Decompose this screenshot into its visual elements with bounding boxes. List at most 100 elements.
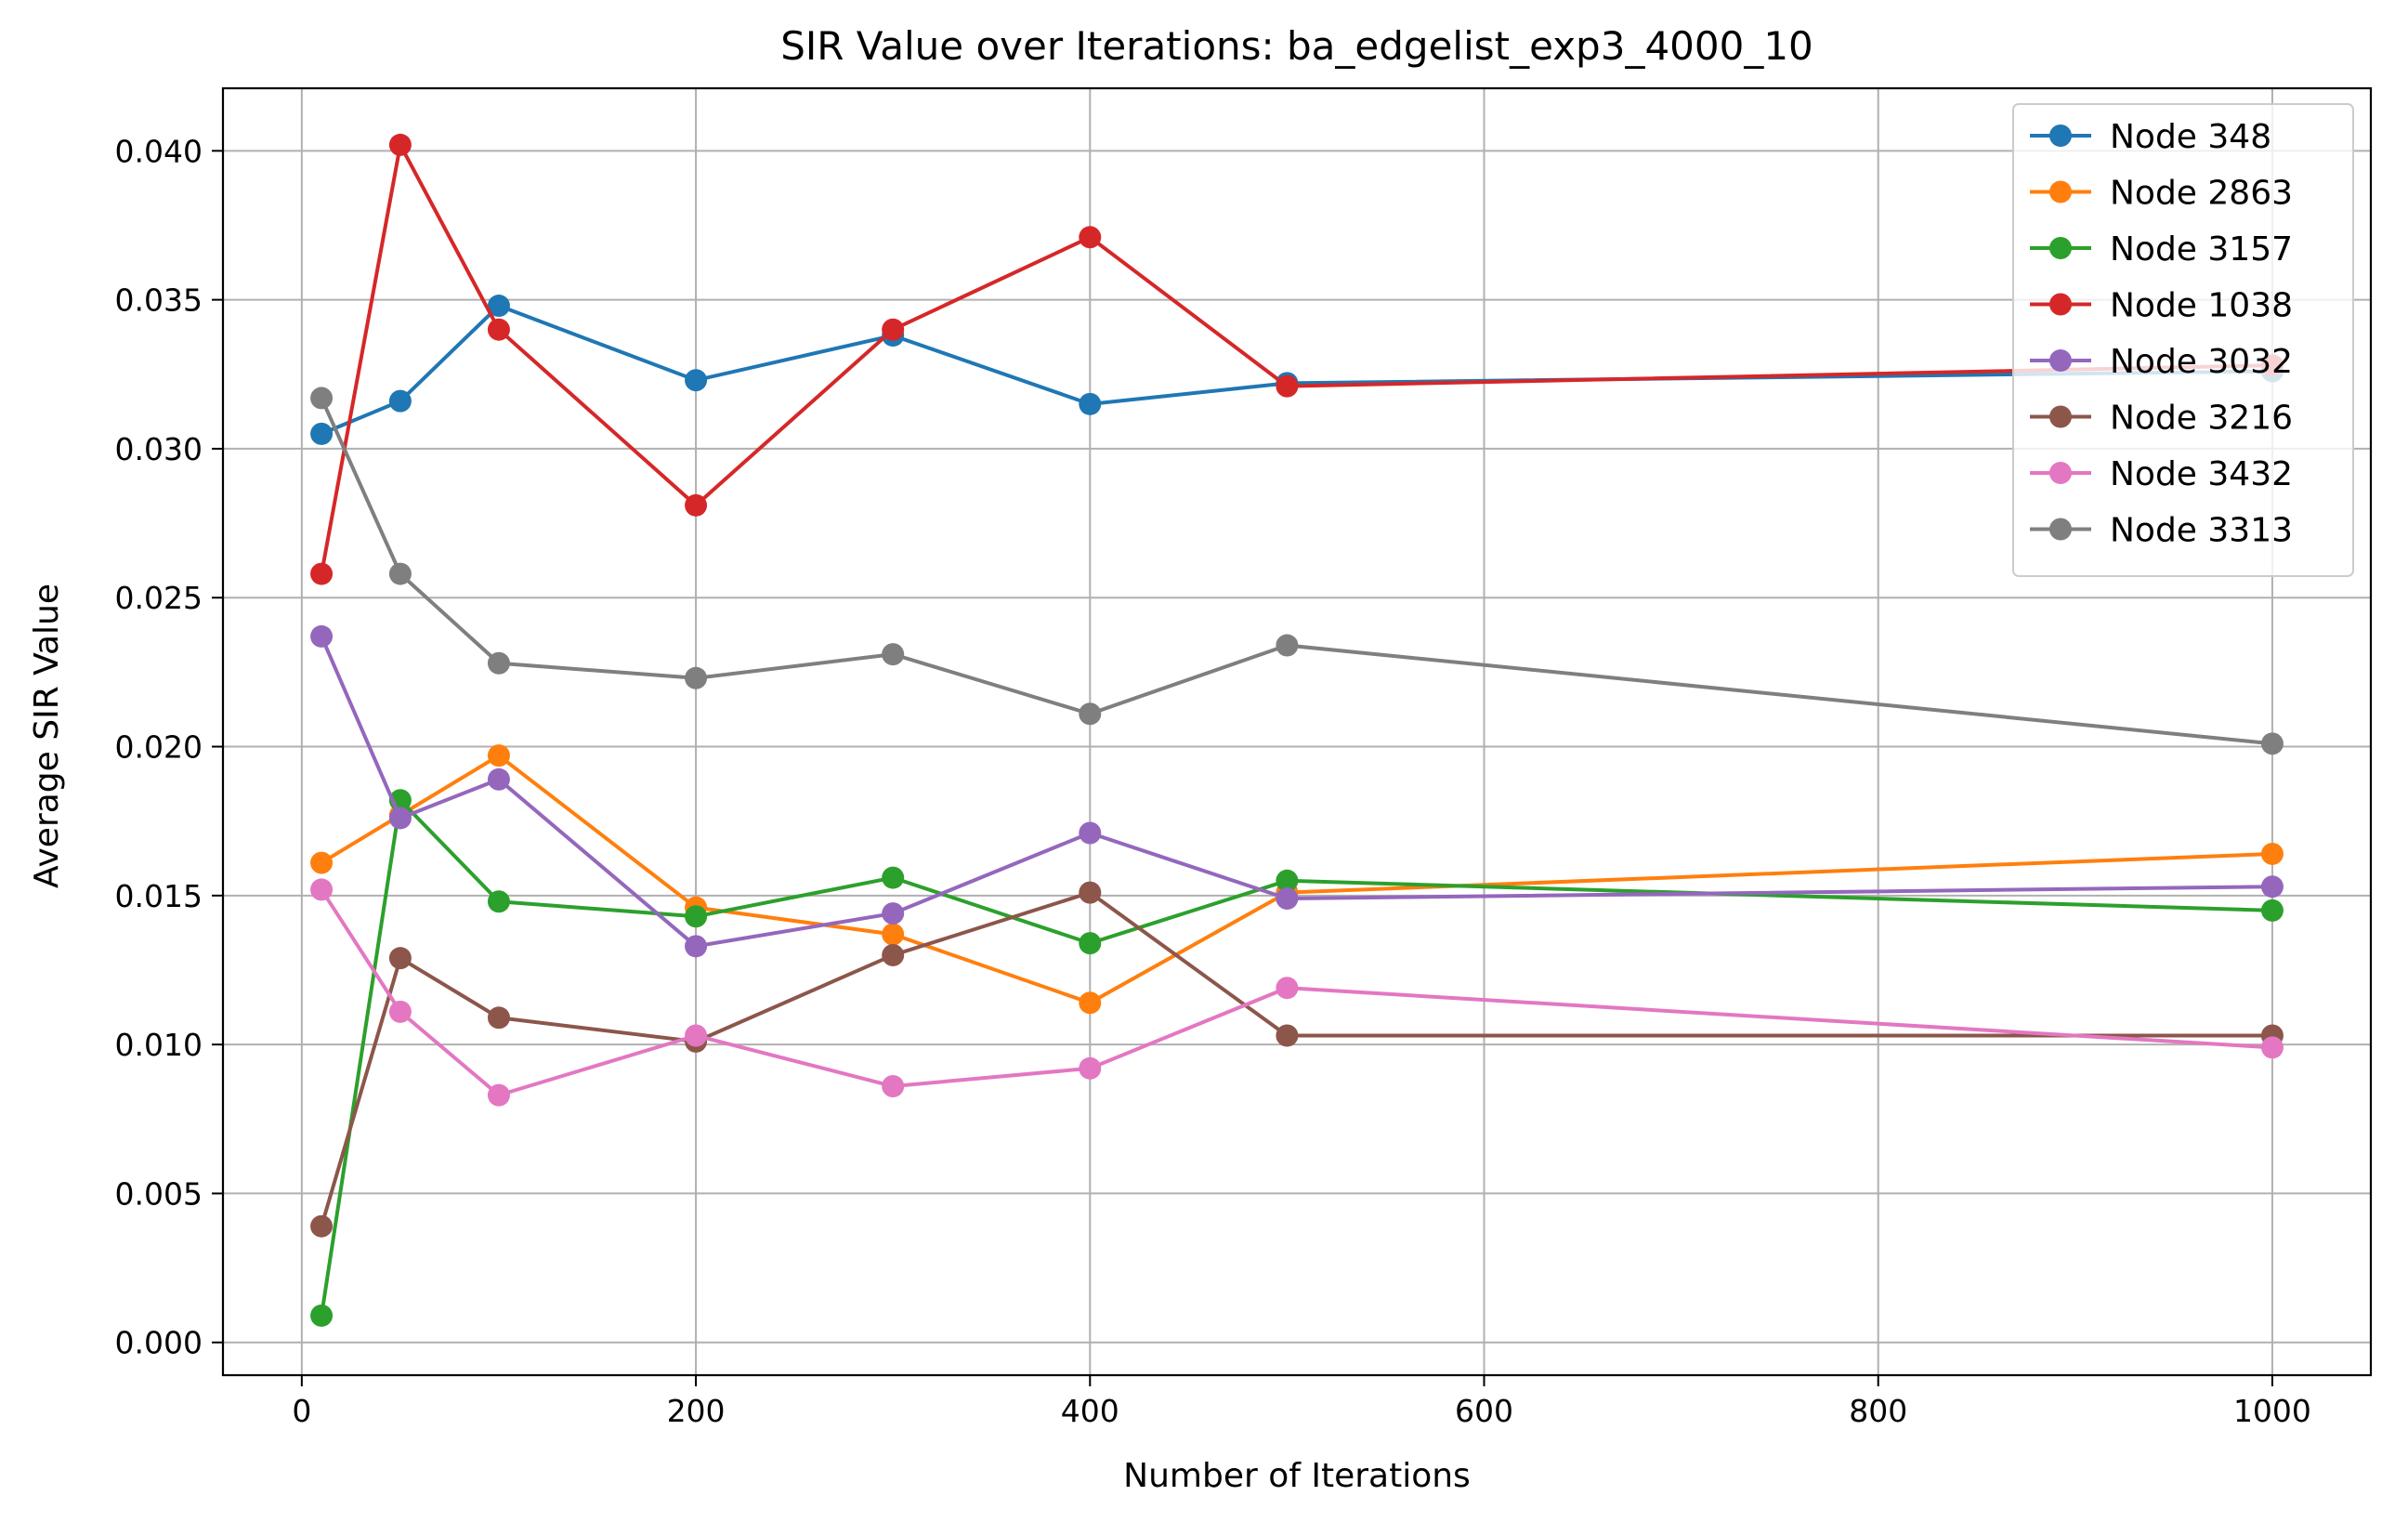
legend-item: Node 348	[2030, 118, 2271, 156]
legend-swatch-marker	[2049, 237, 2072, 259]
data-point	[310, 562, 334, 585]
y-tick-label: 0.010	[115, 1027, 203, 1063]
x-tick-label: 800	[1849, 1393, 1907, 1429]
plot-frame	[221, 86, 2373, 1377]
x-axis-label: Number of Iterations	[1123, 1457, 1471, 1495]
data-point	[487, 651, 510, 675]
x-tick-label: 600	[1455, 1393, 1513, 1429]
data-point	[487, 1006, 510, 1030]
data-point	[1276, 887, 1299, 911]
series-line	[320, 888, 2273, 1097]
data-point	[487, 890, 510, 913]
legend-box	[2012, 103, 2354, 577]
legend-label: Node 3032	[2110, 343, 2293, 381]
legend-label: Node 2863	[2110, 175, 2293, 213]
x-tick-label: 1000	[2233, 1393, 2311, 1429]
data-point	[1079, 991, 1102, 1015]
data-point	[685, 493, 708, 517]
data-point	[487, 318, 510, 341]
data-point	[1079, 881, 1102, 904]
data-point	[310, 422, 334, 445]
data-point	[685, 666, 708, 689]
data-point	[1079, 392, 1102, 415]
data-point	[487, 1083, 510, 1107]
y-tick-label: 0.015	[115, 878, 203, 914]
y-axis-label: Average SIR Value	[28, 584, 66, 888]
data-point	[1079, 932, 1102, 955]
legend: Node 348 Node 2863 Node 3157 Node 1038 Node …	[2012, 103, 2354, 577]
x-tick-label: 400	[1061, 1393, 1119, 1429]
y-tick-label: 0.000	[115, 1325, 203, 1361]
data-point	[2260, 875, 2284, 899]
legend-swatch-marker	[2049, 293, 2072, 316]
data-point	[1276, 977, 1299, 1000]
data-point	[388, 947, 412, 970]
data-point	[1079, 702, 1102, 726]
data-point	[2260, 1036, 2284, 1059]
legend-label: Node 1038	[2110, 287, 2293, 325]
series-node-3432	[310, 878, 2284, 1107]
y-tick-label: 0.035	[115, 282, 203, 319]
series-line	[321, 754, 2273, 1005]
data-point	[487, 295, 510, 318]
y-tick-label: 0.020	[115, 729, 203, 766]
legend-swatch-marker	[2049, 125, 2072, 147]
data-point	[310, 851, 334, 874]
data-point	[388, 1000, 412, 1023]
data-point	[1276, 374, 1299, 398]
data-point	[1276, 1024, 1299, 1047]
series-line	[320, 636, 2272, 949]
data-point	[310, 624, 334, 648]
y-tick-label: 0.005	[115, 1175, 203, 1212]
data-point	[487, 744, 510, 768]
data-point	[388, 807, 412, 830]
data-point	[882, 318, 905, 341]
data-point	[388, 133, 412, 156]
x-axis-ticks: 0 200 400 600 800 1000	[292, 1375, 2311, 1429]
data-point	[685, 905, 708, 928]
data-point	[1079, 226, 1102, 249]
data-point	[882, 943, 905, 966]
legend-item: Node 2863	[2030, 175, 2293, 213]
y-axis-ticks: 0.000 0.005 0.010 0.015 0.020 0.025 0.030 0.035…	[115, 133, 223, 1361]
data-point	[882, 643, 905, 666]
data-point	[1276, 869, 1299, 892]
legend-swatch-marker	[2049, 462, 2072, 484]
data-point	[882, 866, 905, 889]
series-line	[321, 304, 2272, 436]
series-node-3313	[310, 387, 2284, 755]
legend-label: Node 3216	[2110, 400, 2293, 438]
data-point	[685, 369, 708, 392]
legend-label: Node 3313	[2110, 512, 2293, 550]
data-point	[685, 1024, 708, 1047]
x-tick-label: 200	[667, 1393, 726, 1429]
data-point	[1079, 1056, 1102, 1080]
data-point	[310, 878, 334, 901]
legend-label: Node 3157	[2110, 230, 2293, 269]
data-point	[487, 768, 510, 791]
data-point	[1079, 821, 1102, 845]
series-line	[320, 397, 2273, 746]
data-point	[1276, 634, 1299, 657]
legend-swatch-marker	[2049, 405, 2072, 428]
x-tick-label: 0	[292, 1393, 311, 1429]
data-point	[882, 923, 905, 946]
data-point	[2260, 899, 2284, 922]
legend-item: Node 3313	[2030, 512, 2293, 550]
y-tick-label: 0.025	[115, 580, 203, 616]
data-point	[310, 1214, 334, 1238]
data-point	[388, 562, 412, 585]
series-line	[320, 798, 2273, 1317]
legend-item: Node 3216	[2030, 400, 2293, 438]
series-node-3157	[310, 789, 2284, 1327]
legend-label: Node 3432	[2110, 455, 2293, 493]
data-point	[388, 389, 412, 413]
series-line	[320, 890, 2272, 1227]
legend-swatch-marker	[2049, 180, 2072, 203]
legend-item: Node 3157	[2030, 230, 2293, 269]
chart-title: SIR Value over Iterations: ba_edgelist_e…	[780, 23, 1813, 69]
data-point	[685, 935, 708, 958]
series-node-3032	[310, 624, 2284, 958]
